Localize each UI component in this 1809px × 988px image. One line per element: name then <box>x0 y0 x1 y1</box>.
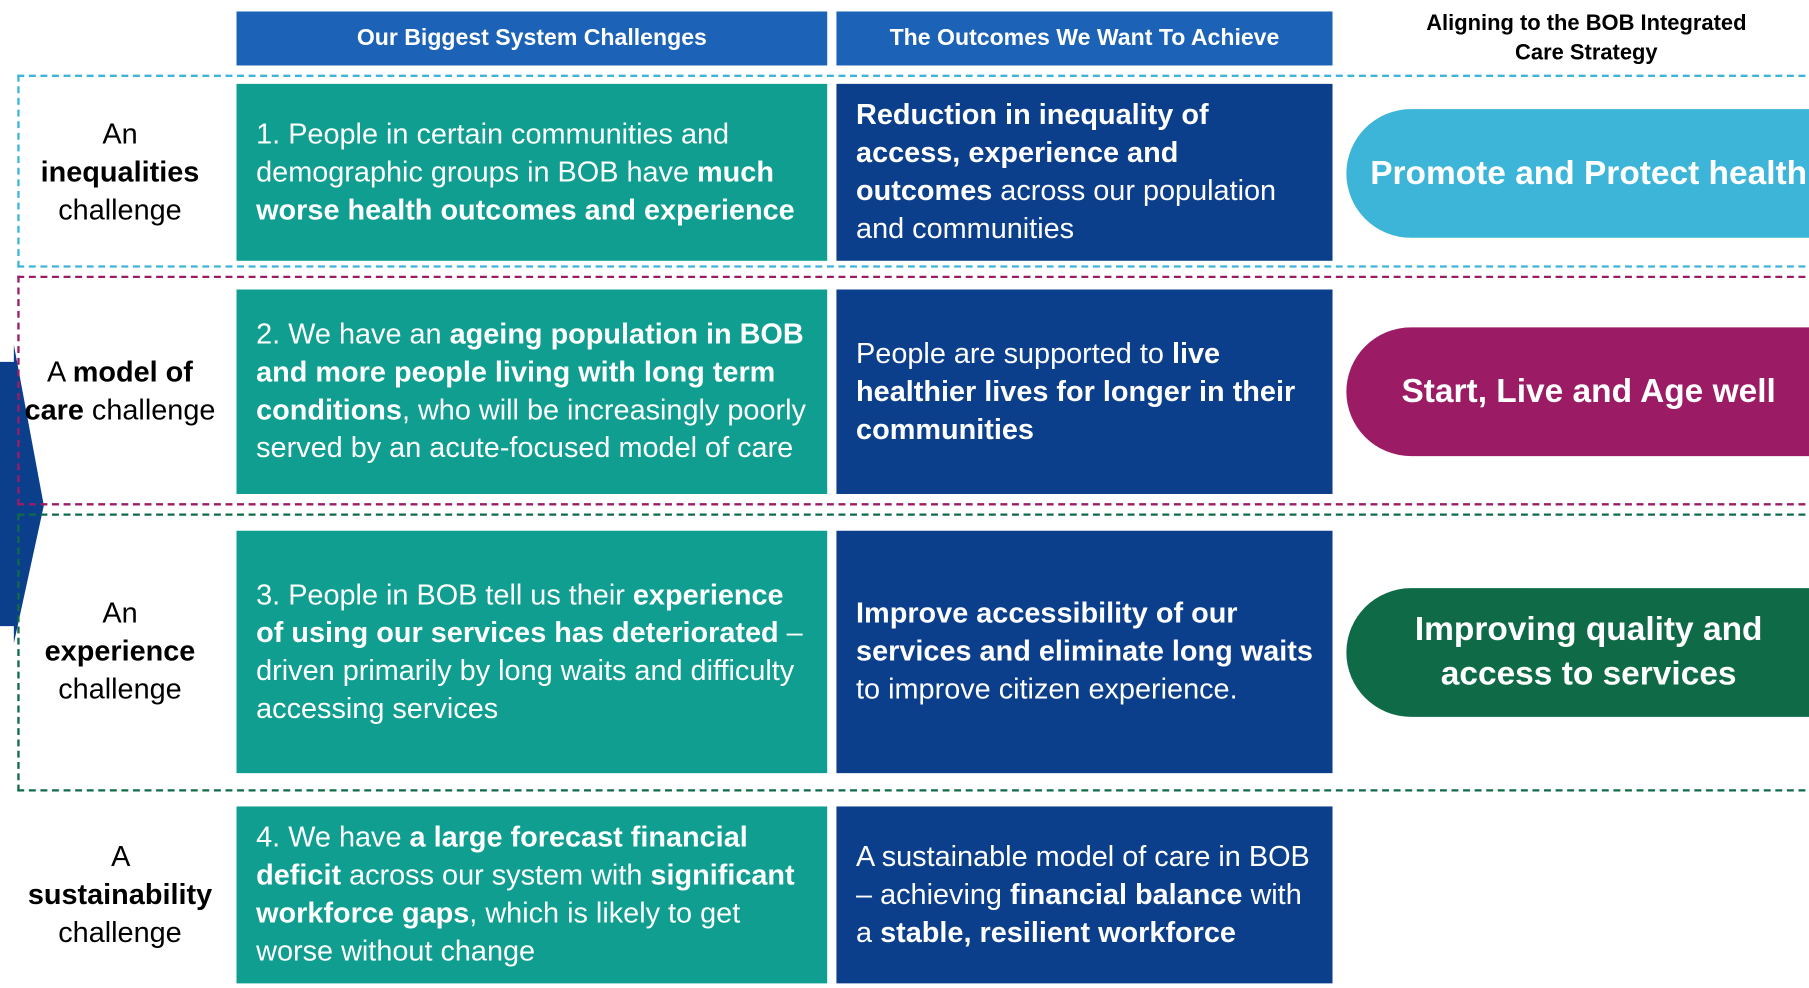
text: A <box>47 356 73 389</box>
row-frame <box>17 74 1809 268</box>
challenge-cell: 2. We have an ageing population in BOB a… <box>236 289 828 494</box>
text: across our population and communities <box>856 174 1277 245</box>
text: with a <box>856 878 1302 949</box>
column-header: Our Biggest System Challenges <box>236 11 828 66</box>
text: challenge <box>58 193 182 226</box>
bold-text: ageing population in BOB and more people… <box>256 318 804 427</box>
bold-text: Improve accessibility of our services an… <box>856 597 1313 668</box>
outcome-cell: A sustainable model of care in BOB – ach… <box>836 806 1333 984</box>
outcome-cell: Improve accessibility of our services an… <box>836 530 1333 774</box>
row-frame <box>17 275 1809 506</box>
arrow <box>0 344 44 644</box>
text: to improve citizen experience. <box>856 673 1238 706</box>
text: An <box>102 597 138 630</box>
text: challenge <box>58 673 182 706</box>
row-frame <box>17 513 1809 792</box>
text-block: An experience challenge <box>23 595 217 709</box>
text-block: Improve accessibility of our services an… <box>856 595 1313 709</box>
text: challenge <box>58 916 182 949</box>
text: An <box>102 117 138 150</box>
bold-text: financial balance <box>1009 878 1243 911</box>
bold-text: live healthier lives for longer in their… <box>856 337 1296 446</box>
bold-text: experience of using our services has det… <box>256 578 784 649</box>
text: 2. We have an <box>256 318 450 351</box>
column-header: Aligning to the BOB Integrated Care Stra… <box>1426 11 1747 66</box>
text: challenge <box>83 394 216 427</box>
bold-text: stable, resilient workforce <box>880 916 1236 949</box>
bold-text: experience <box>44 635 196 668</box>
challenge-cell: 3. People in BOB tell us their experienc… <box>236 530 828 774</box>
strategy-pill: Improving quality and access to services <box>1346 588 1809 717</box>
text: 1. People in certain communities and dem… <box>256 117 730 188</box>
text: across our system with <box>341 859 651 892</box>
bold-text: significant workforce gaps <box>256 859 795 930</box>
bold-text: sustainability <box>27 878 213 911</box>
column-header: The Outcomes We Want To Achieve <box>836 11 1333 66</box>
text: 4. We have <box>256 821 410 854</box>
text: , who will be increasingly poorly served… <box>256 394 806 465</box>
strategy-pill: Start, Live and Age well <box>1346 327 1809 457</box>
text-block: Reduction in inequality of access, exper… <box>856 96 1313 248</box>
text: 3. People in BOB tell us their <box>256 578 633 611</box>
text: A <box>111 840 129 873</box>
row-label: A model of care challenge <box>23 289 217 493</box>
text-block: 2. We have an ageing population in BOB a… <box>256 316 807 468</box>
text-block: A sustainable model of care in BOB – ach… <box>856 838 1313 952</box>
challenge-cell: 1. People in certain communities and dem… <box>236 83 828 261</box>
text: People are supported to <box>856 337 1172 370</box>
text: , which is likely to get worse without c… <box>256 897 741 968</box>
strategy-pill: Promote and Protect health <box>1346 109 1809 238</box>
bold-text: inequalities <box>40 155 200 188</box>
text-block: A model of care challenge <box>23 354 217 430</box>
text-block: An inequalities challenge <box>23 115 217 229</box>
text: – driven primarily by long waits and dif… <box>256 616 803 725</box>
text-block: People are supported to live healthier l… <box>856 335 1313 449</box>
outcome-cell: People are supported to live healthier l… <box>836 289 1333 494</box>
bold-text: a large forecast financial deficit <box>256 821 748 892</box>
outcome-cell: Reduction in inequality of access, exper… <box>836 83 1333 261</box>
challenge-cell: 4. We have a large forecast financial de… <box>236 806 828 984</box>
row-label: An experience challenge <box>23 531 217 773</box>
bold-text: Reduction in inequality of access, exper… <box>856 98 1209 207</box>
bold-text: model of care <box>24 356 193 427</box>
row-label: An inequalities challenge <box>23 84 217 261</box>
text-block: 3. People in BOB tell us their experienc… <box>256 576 807 728</box>
text: A sustainable model of care in BOB – ach… <box>856 840 1310 911</box>
text-block: 4. We have a large forecast financial de… <box>256 819 807 971</box>
text-block: 1. People in certain communities and dem… <box>256 115 807 229</box>
row-label: A sustainability challenge <box>23 806 217 983</box>
text-block: A sustainability challenge <box>23 838 217 952</box>
bold-text: much worse health outcomes and experienc… <box>256 155 795 226</box>
